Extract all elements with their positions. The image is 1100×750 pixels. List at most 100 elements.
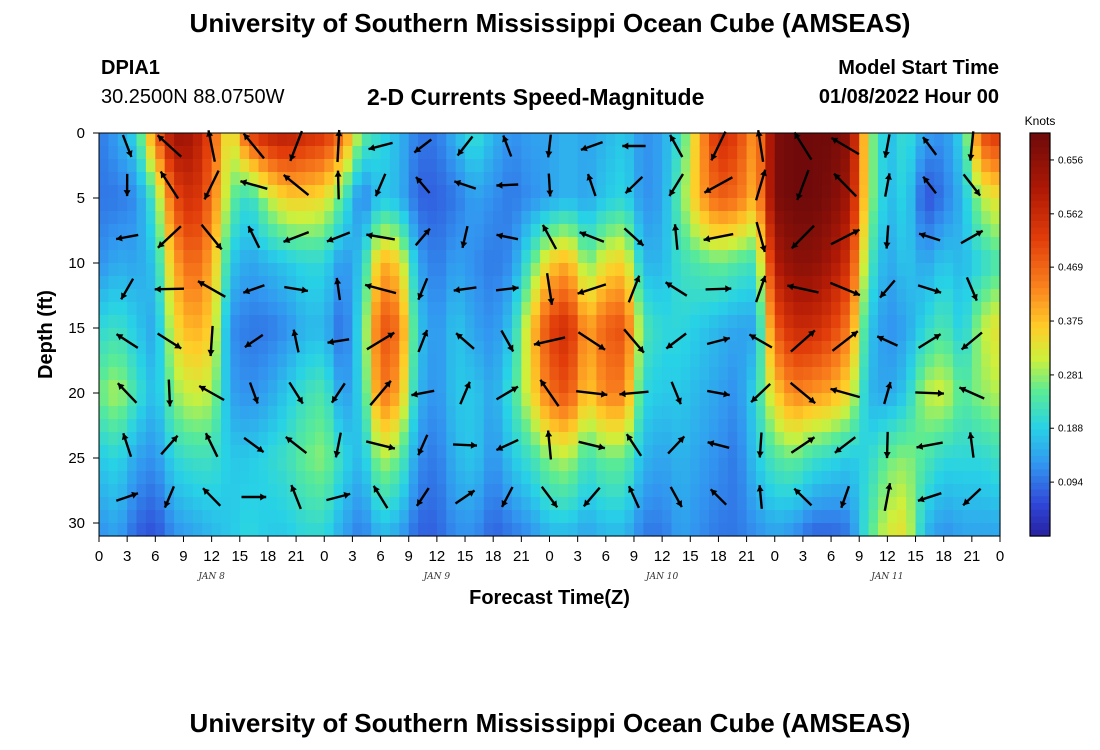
arrow-head <box>547 298 555 305</box>
heatmap-cell <box>812 133 823 147</box>
heatmap-cell <box>446 328 457 342</box>
heatmap-cell <box>896 510 907 524</box>
heatmap-cell <box>192 237 203 251</box>
heatmap-cell <box>709 354 720 368</box>
colorbar-segment <box>1030 354 1050 362</box>
heatmap-cell <box>624 419 635 433</box>
heatmap-cell <box>127 276 138 290</box>
heatmap-cell <box>145 263 156 277</box>
heatmap-cell <box>953 471 964 485</box>
heatmap-cell <box>896 237 907 251</box>
heatmap-cell <box>399 341 410 355</box>
heatmap-cell <box>239 393 250 407</box>
heatmap-cell <box>221 263 231 277</box>
heatmap-cell <box>436 497 447 511</box>
heatmap-cell <box>718 510 729 524</box>
heatmap-cell <box>558 497 569 511</box>
heatmap-cell <box>249 315 260 329</box>
arrow-head <box>533 339 541 347</box>
heatmap-cell <box>662 172 673 186</box>
heatmap-cell <box>136 289 147 303</box>
heatmap-cell <box>399 523 410 537</box>
heatmap-cell <box>784 432 795 446</box>
heatmap-cell <box>990 172 1001 186</box>
heatmap-cell <box>408 198 419 212</box>
heatmap-cell <box>709 302 720 316</box>
heatmap-cell <box>493 211 504 225</box>
heatmap-cell <box>155 250 166 264</box>
heatmap-cell <box>474 497 485 511</box>
heatmap-cell <box>953 445 964 459</box>
heatmap-cell <box>183 458 194 472</box>
heatmap-cell <box>305 393 316 407</box>
heatmap-cell <box>746 146 757 160</box>
heatmap-cell <box>709 497 720 511</box>
current-vector-arrow <box>882 134 891 158</box>
heatmap-cell <box>896 341 907 355</box>
heatmap-cell <box>774 354 785 368</box>
heatmap-cell <box>427 146 438 160</box>
heatmap-cell <box>483 419 494 433</box>
heatmap-cell <box>859 523 870 537</box>
heatmap-cell <box>502 159 513 173</box>
arrow-head <box>457 148 464 156</box>
colorbar-tick-label: 0.188 <box>1058 424 1083 435</box>
heatmap-cell <box>145 133 156 147</box>
heatmap-cell <box>521 237 532 251</box>
heatmap-cell <box>136 341 147 355</box>
heatmap-cell <box>108 198 119 212</box>
heatmap-cell <box>859 328 870 342</box>
heatmap-cell <box>699 393 710 407</box>
heatmap-cell <box>906 198 917 212</box>
heatmap-cell <box>465 445 476 459</box>
heatmap-cell <box>784 471 795 485</box>
heatmap-cell <box>408 302 419 316</box>
heatmap-cell <box>802 445 813 459</box>
heatmap-cell <box>765 419 776 433</box>
heatmap-cell <box>540 133 551 147</box>
heatmap-cell <box>690 497 701 511</box>
colorbar-segment <box>1030 509 1050 517</box>
heatmap-cell <box>108 367 119 381</box>
heatmap-cell <box>859 458 870 472</box>
heatmap-cell <box>849 198 860 212</box>
heatmap-cell <box>737 289 748 303</box>
heatmap-cell <box>221 510 231 524</box>
heatmap-cell <box>155 510 166 524</box>
heatmap-cell <box>887 354 898 368</box>
heatmap-cell <box>99 315 109 329</box>
arrow-head <box>751 395 758 403</box>
heatmap-cell <box>164 328 175 342</box>
heatmap-cell <box>652 380 663 394</box>
heatmap-cell <box>371 445 382 459</box>
heatmap-cell <box>117 458 128 472</box>
colorbar-segment <box>1030 260 1050 268</box>
heatmap-cell <box>455 159 466 173</box>
heatmap-cell <box>831 523 842 537</box>
colorbar-segment <box>1030 186 1050 195</box>
current-vector-arrow <box>368 141 393 151</box>
heatmap-cell <box>249 276 260 290</box>
heatmap-cell <box>221 497 231 511</box>
heatmap-cell <box>568 328 579 342</box>
heatmap-cell <box>483 497 494 511</box>
heatmap-cell <box>380 172 391 186</box>
heatmap-cell <box>286 211 297 225</box>
heatmap-cell <box>784 146 795 160</box>
heatmap-cell <box>540 289 551 303</box>
heatmap-cell <box>314 406 325 420</box>
heatmap-cell <box>483 198 494 212</box>
heatmap-cell <box>211 510 222 524</box>
heatmap-cell <box>117 315 128 329</box>
heatmap-cell <box>784 237 795 251</box>
heatmap-cell <box>249 237 260 251</box>
heatmap-cell <box>990 471 1001 485</box>
heatmap-cell <box>267 367 278 381</box>
heatmap-cell <box>943 510 954 524</box>
heatmap-cell <box>746 523 757 537</box>
heatmap-cell <box>371 159 382 173</box>
heatmap-cell <box>549 341 560 355</box>
heatmap-cell <box>812 159 823 173</box>
heatmap-cell <box>896 276 907 290</box>
heatmap-cell <box>174 302 185 316</box>
